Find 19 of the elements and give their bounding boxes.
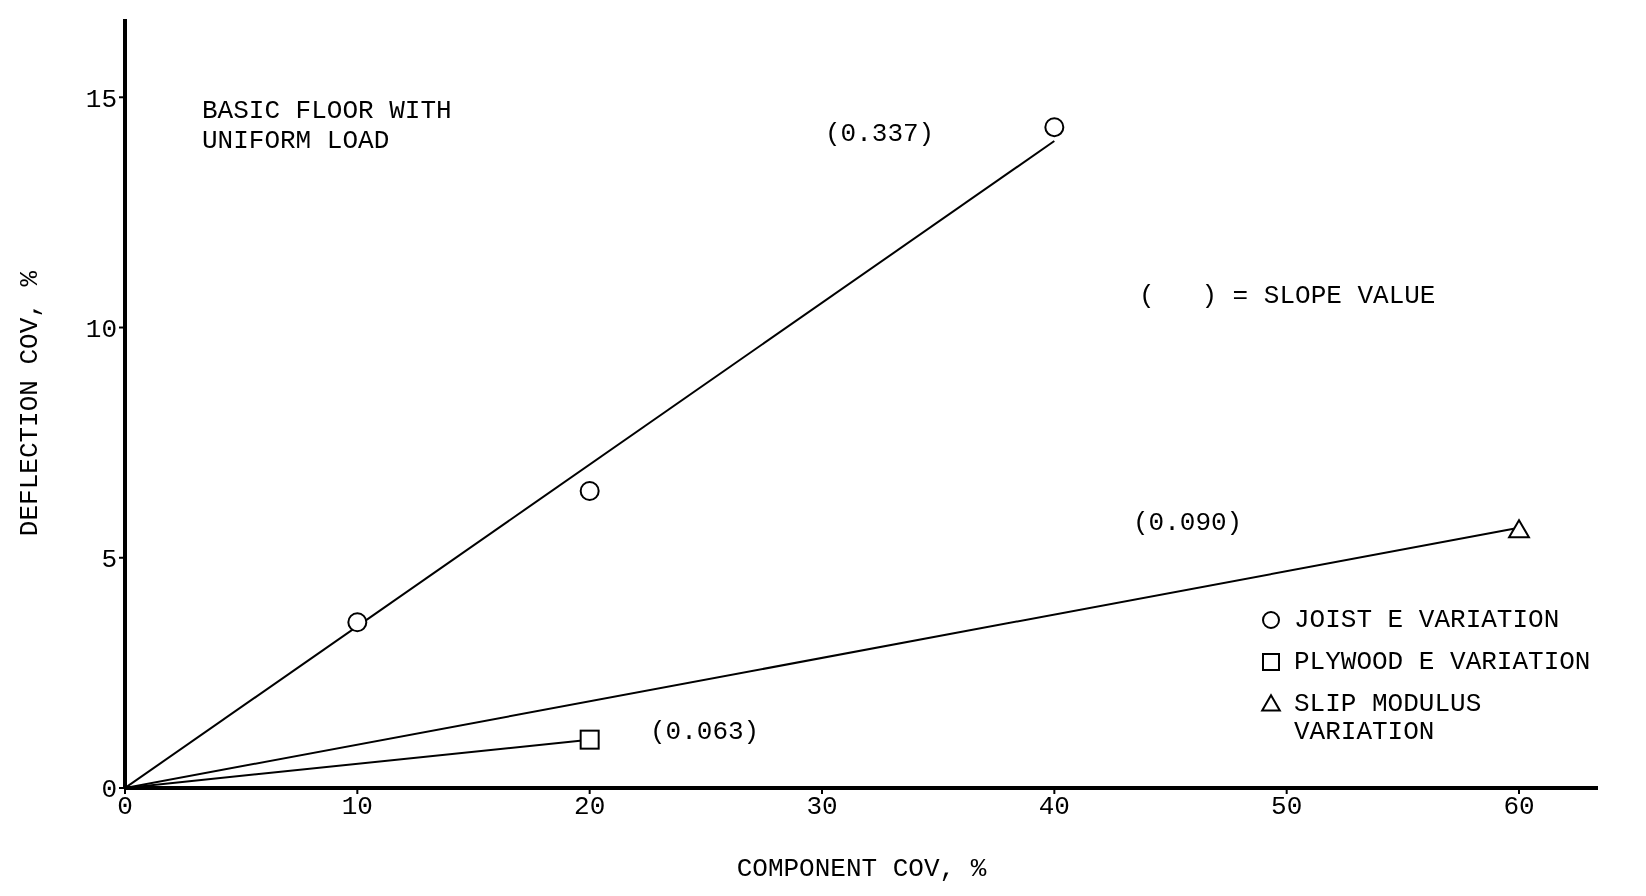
x-tick-label: 60 <box>1503 792 1535 823</box>
annotation: (0.090) <box>1133 508 1243 538</box>
annotation: BASIC FLOOR WITH UNIFORM LOAD <box>202 96 453 156</box>
x-tick-label: 20 <box>574 792 606 823</box>
y-tick-label: 5 <box>101 544 117 575</box>
x-tick-label: 50 <box>1271 792 1303 823</box>
x-tick-label: 40 <box>1038 792 1070 823</box>
legend-label: PLYWOOD E VARIATION <box>1294 647 1591 677</box>
legend-label: SLIP MODULUS VARIATION <box>1294 689 1483 747</box>
annotation: ( ) = SLOPE VALUE <box>1139 281 1437 311</box>
legend-label: JOIST E VARIATION <box>1294 605 1560 635</box>
x-axis-title: COMPONENT COV, % <box>736 854 987 884</box>
y-axis-title: DEFLECTION COV, % <box>15 270 46 537</box>
annotation: (0.337) <box>825 119 935 149</box>
x-tick-label: 30 <box>806 792 838 823</box>
annotation: (0.063) <box>650 717 760 747</box>
y-tick-label: 15 <box>85 84 117 115</box>
x-tick-label: 10 <box>341 792 373 823</box>
y-tick-label: 10 <box>85 314 117 345</box>
